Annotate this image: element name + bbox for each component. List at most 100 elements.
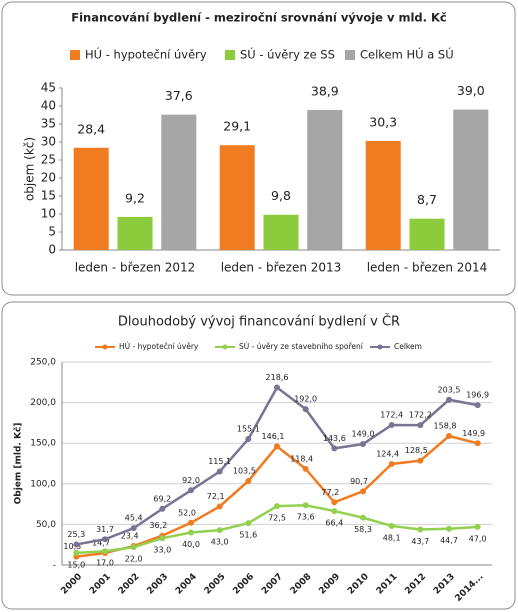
data-label: 118,4 xyxy=(290,454,313,463)
data-label: 124,4 xyxy=(376,449,399,458)
data-label: 218,6 xyxy=(266,373,289,382)
point xyxy=(245,436,252,443)
data-label: 47,0 xyxy=(469,534,487,543)
data-label: 28,4 xyxy=(77,121,105,136)
legend-swatch xyxy=(345,50,355,60)
point xyxy=(331,445,338,452)
point xyxy=(216,503,223,510)
data-label: 51,6 xyxy=(239,531,257,540)
y-tick-label: 0 xyxy=(48,243,56,257)
bar xyxy=(117,216,153,250)
point xyxy=(474,402,481,409)
data-label: 72,5 xyxy=(268,514,286,523)
data-label: 143,6 xyxy=(323,434,346,443)
point xyxy=(417,526,424,533)
bar xyxy=(365,140,401,250)
data-label: 39,0 xyxy=(457,83,485,98)
legend-label: HÚ - hypoteční úvěry xyxy=(85,47,207,62)
data-label: 158,8 xyxy=(434,422,457,431)
point xyxy=(274,503,280,510)
data-label: 115,1 xyxy=(208,457,231,466)
data-label: 40,0 xyxy=(182,540,200,549)
y-tick-label: 25 xyxy=(41,153,56,167)
point xyxy=(388,460,395,467)
data-label: 8,7 xyxy=(417,192,437,207)
data-label: 45,4 xyxy=(125,514,143,523)
point xyxy=(274,384,280,391)
data-label: 36,2 xyxy=(149,521,167,530)
y-tick-label: 45 xyxy=(41,81,56,95)
data-label: 146,1 xyxy=(262,432,285,441)
y-tick-label: 5 xyxy=(48,225,56,239)
data-label: 73,6 xyxy=(297,513,315,522)
bar xyxy=(453,109,489,250)
point xyxy=(274,443,280,450)
data-label: 17,0 xyxy=(96,559,114,568)
bar xyxy=(219,145,255,250)
data-label: 31,7 xyxy=(96,525,114,534)
bar xyxy=(263,214,299,250)
point xyxy=(360,488,366,495)
data-label: 66,4 xyxy=(325,519,343,528)
legend-marker xyxy=(222,344,228,350)
bar xyxy=(409,218,445,250)
point xyxy=(188,519,194,526)
point xyxy=(388,422,395,429)
point xyxy=(130,544,137,551)
point xyxy=(446,433,452,440)
x-tick-label: leden - březen 2013 xyxy=(221,261,342,275)
data-label: 77,2 xyxy=(321,488,339,497)
data-label: 149,9 xyxy=(462,429,485,438)
point xyxy=(216,468,223,475)
point xyxy=(446,525,452,532)
data-label: 48,1 xyxy=(383,533,401,542)
point xyxy=(474,523,481,530)
data-label: 172,4 xyxy=(380,411,403,420)
point xyxy=(159,535,166,542)
point xyxy=(245,477,252,484)
bar xyxy=(307,109,343,251)
data-label: 43,0 xyxy=(211,538,229,547)
point xyxy=(331,508,338,515)
y-tick-label: 15 xyxy=(41,189,56,203)
legend-swatch xyxy=(70,50,80,60)
point xyxy=(73,541,80,548)
bar xyxy=(161,114,197,250)
legend-label: SÚ - úvěry ze SS xyxy=(240,47,335,62)
point xyxy=(188,487,194,494)
point xyxy=(331,499,338,506)
legend-marker xyxy=(102,344,108,350)
y-tick-label: 35 xyxy=(41,117,56,131)
point xyxy=(360,514,366,521)
data-label: 9,2 xyxy=(125,190,145,205)
data-label: 90,7 xyxy=(350,477,368,486)
y-tick-label: 30 xyxy=(41,135,56,149)
y-tick-label: 200,0 xyxy=(30,398,56,408)
y-tick-label: 150,0 xyxy=(30,439,56,449)
point xyxy=(130,525,137,532)
y-tick-label: 40 xyxy=(41,99,56,113)
chart-title: Financování bydlení - meziroční srovnání… xyxy=(71,11,447,25)
data-label: 52,0 xyxy=(178,508,196,517)
point xyxy=(360,441,366,448)
data-label: 10,3 xyxy=(63,542,81,551)
data-label: 58,3 xyxy=(354,525,372,534)
data-label: 15,0 xyxy=(67,560,85,569)
point xyxy=(417,422,424,429)
y-axis-label: objem (kč) xyxy=(23,137,37,201)
point xyxy=(302,502,309,509)
legend-label: Celkem HÚ a SÚ xyxy=(360,47,454,62)
point xyxy=(73,549,80,556)
point xyxy=(159,505,166,512)
data-label: 23,4 xyxy=(121,531,139,540)
data-label: 92,0 xyxy=(182,476,200,485)
data-label: 37,6 xyxy=(165,88,193,103)
point xyxy=(417,457,424,464)
data-label: 72,1 xyxy=(207,492,225,501)
data-label: 203,5 xyxy=(438,385,461,394)
data-label: 196,9 xyxy=(466,391,489,400)
data-label: 44,7 xyxy=(440,536,458,545)
data-label: 38,9 xyxy=(311,83,339,98)
legend-label: Celkem xyxy=(394,342,422,351)
